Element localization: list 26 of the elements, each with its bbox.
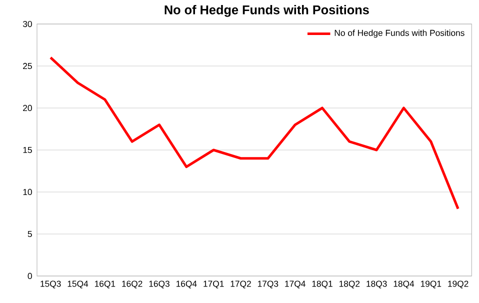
x-tick-label: 15Q4 <box>68 280 88 288</box>
line-series <box>49 56 460 210</box>
y-tick-label: 20 <box>23 104 32 112</box>
x-tick-label: 18Q4 <box>394 280 414 288</box>
y-tick-label: 30 <box>22 20 32 28</box>
y-tick-label: 25 <box>23 62 32 70</box>
x-tick-label: 17Q3 <box>258 280 278 288</box>
x-tick-label: 16Q3 <box>149 280 170 288</box>
x-tick-label: 17Q1 <box>204 280 224 288</box>
chart-title: No of Hedge Funds with Positions <box>164 5 369 17</box>
x-tick-label: 16Q2 <box>122 280 142 288</box>
x-tick-label: 18Q2 <box>339 280 360 288</box>
x-tick-label: 16Q1 <box>94 280 116 288</box>
x-tick-label: 17Q4 <box>285 280 306 288</box>
y-tick-label: 15 <box>23 146 32 154</box>
legend-label: No of Hedge Funds with Positions <box>334 30 464 38</box>
x-tick-label: 19Q2 <box>448 280 468 288</box>
y-tick-label: 0 <box>28 272 32 280</box>
x-tick-label: 15Q3 <box>40 280 61 288</box>
x-tick-label: 18Q1 <box>312 280 332 288</box>
x-tick-label: 18Q3 <box>366 280 387 288</box>
x-tick-label: 16Q4 <box>176 280 197 288</box>
x-tick-label: 17Q2 <box>230 280 251 288</box>
y-tick-label: 5 <box>28 230 32 238</box>
x-tick-label: 19Q1 <box>420 280 442 288</box>
y-tick-label: 10 <box>23 188 32 196</box>
